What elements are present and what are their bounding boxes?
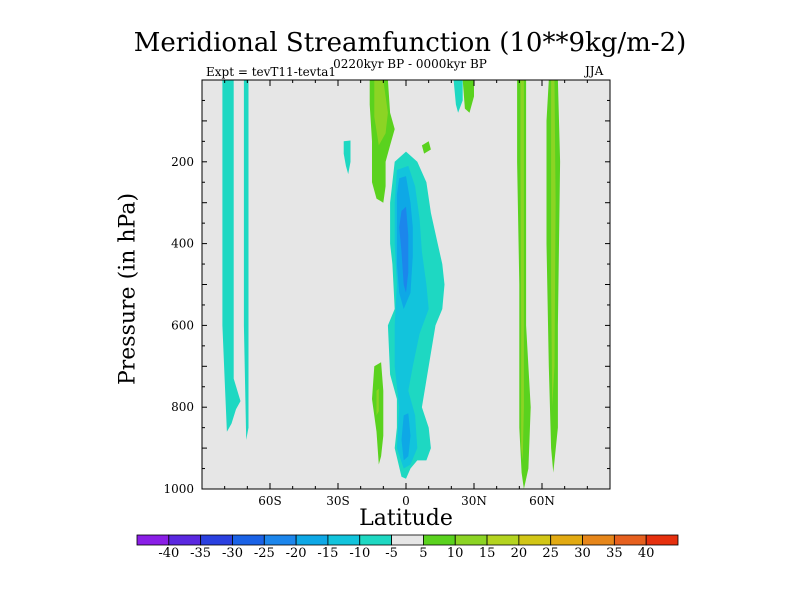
x-axis-label: Latitude (359, 506, 453, 531)
colorbar-label: 5 (419, 546, 428, 561)
colorbar-label: -25 (253, 546, 275, 561)
colorbar-swatch (582, 534, 615, 546)
colorbar-swatch (423, 534, 456, 546)
nh-midlat-positive-core (520, 80, 524, 461)
colorbar-label: 20 (510, 546, 528, 561)
nh-high-lat-positive-core (551, 80, 556, 408)
y-tick-label: 800 (171, 400, 194, 414)
y-tick-label: 600 (171, 318, 194, 332)
colorbar-label: -20 (285, 546, 307, 561)
colorbar-swatch (391, 534, 424, 546)
colorbar-swatch (613, 534, 647, 546)
sh-narrow-negative-strip (243, 80, 249, 440)
y-tick-label: 1000 (163, 482, 194, 496)
colorbar-swatch (232, 534, 265, 546)
colorbar-swatch (263, 534, 297, 546)
colorbar-swatch (327, 534, 361, 546)
colorbar-label: 15 (478, 546, 496, 561)
x-axis-ticks: 60S 30S 0 30N 60N (224, 80, 588, 508)
lower-negative-blob (401, 413, 411, 461)
colorbar-swatch (486, 534, 520, 546)
colorbar-label: 10 (446, 546, 464, 561)
colorbar-label: 30 (574, 546, 591, 561)
sh-upper-negative-patch (343, 140, 351, 175)
x-tick-label: 0 (402, 494, 410, 508)
colorbar-label: 25 (542, 546, 559, 561)
sh-lower-positive-blob (372, 362, 384, 465)
x-tick-label: 60N (529, 494, 555, 508)
experiment-label: Expt = tevT11-tevta1 (206, 65, 337, 79)
colorbar-label: -35 (190, 546, 212, 561)
colorbar-swatch (518, 534, 552, 546)
colorbar-swatch (136, 534, 170, 546)
sh-positive-core (374, 80, 388, 146)
nh-tropical-positive-strip (462, 80, 474, 113)
colorbar (136, 534, 679, 546)
colorbar-swatch (454, 534, 488, 546)
colorbar-label: 40 (637, 546, 655, 561)
colorbar-label: -10 (349, 546, 371, 561)
colorbar-label: -40 (158, 546, 180, 561)
colorbar-label: 35 (606, 546, 623, 561)
chart-subtitle: 0220kyr BP - 0000kyr BP (333, 57, 487, 71)
colorbar-swatch (645, 534, 679, 546)
colorbar-swatch (550, 534, 583, 546)
colorbar-labels: -40 -35 -30 -25 -20 -15 -10 -5 5 10 15 20 25 30 35 40 (0, 546, 800, 566)
y-tick-label: 400 (171, 237, 194, 251)
x-tick-label: 60S (258, 494, 282, 508)
chart-title: Meridional Streamfunction (10**9kg/m-2) (133, 28, 687, 58)
colorbar-swatch (200, 534, 233, 546)
y-axis-ticks: 200 400 600 800 1000 (163, 99, 610, 496)
season-label: JJA (585, 64, 604, 78)
colorbar-label: -15 (317, 546, 339, 561)
colorbar-swatch (168, 534, 202, 546)
x-tick-label: 30S (326, 494, 350, 508)
contour-regions (222, 80, 561, 489)
nh-tropical-negative-strip (453, 80, 463, 113)
colorbar-label: -5 (385, 546, 398, 561)
tropical-negative-center (399, 206, 409, 293)
eq-positive-tick (421, 141, 431, 154)
y-tick-label: 200 (171, 155, 194, 169)
colorbar-swatch (295, 534, 329, 546)
colorbar-label: -30 (222, 546, 243, 561)
sh-high-lat-negative-band (222, 80, 241, 432)
x-tick-label: 30N (461, 494, 487, 508)
sh-lower-positive-core (376, 388, 379, 416)
colorbar-swatch (359, 534, 392, 546)
